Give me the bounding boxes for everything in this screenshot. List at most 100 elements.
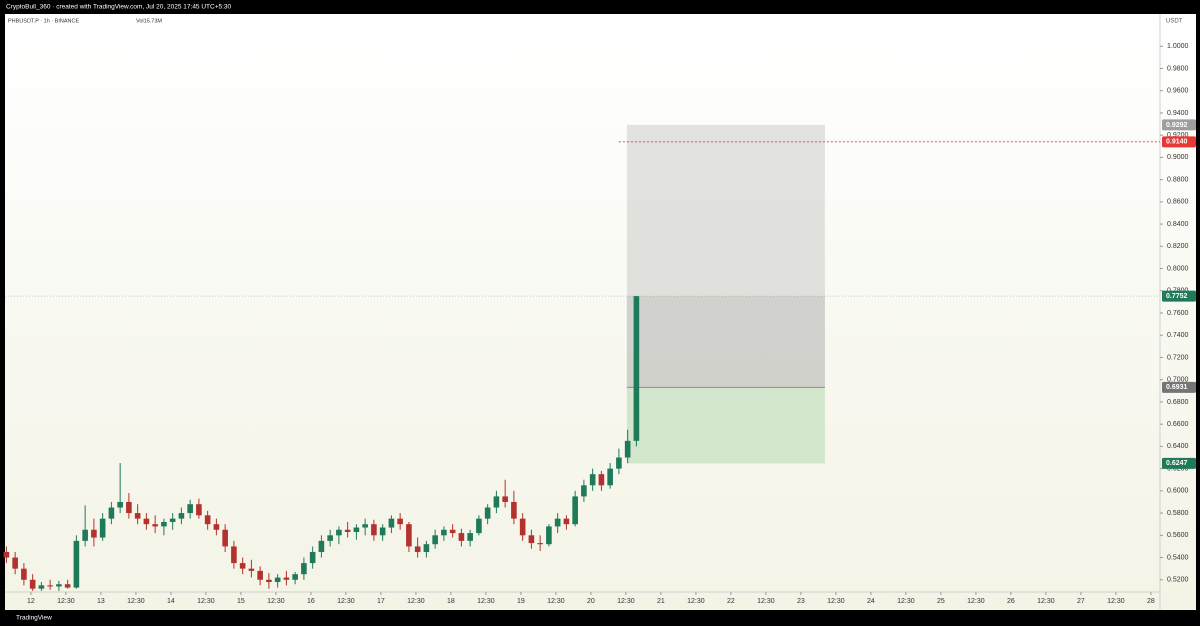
candle-body [449, 529, 456, 534]
candle-body [484, 507, 491, 519]
candle-body [126, 501, 132, 514]
position-target-zone [626, 124, 825, 388]
x-tick-label: 12:30 [477, 598, 495, 605]
candle-body [178, 513, 185, 519]
price-label-bg [1162, 119, 1196, 131]
y-tick-label: 0.6800 [1167, 399, 1189, 406]
candle-body [388, 518, 395, 528]
y-tick-label: 0.9600 [1167, 88, 1189, 95]
price-label-bg [1162, 381, 1196, 393]
candle-body [64, 584, 71, 588]
candle-body [134, 513, 141, 519]
candle-body [38, 585, 45, 589]
candle-body [379, 527, 386, 536]
price-label: 0.6931 [1166, 384, 1188, 391]
candle-body [47, 585, 53, 587]
x-tick-label: 12:30 [897, 598, 915, 605]
candle-body [327, 535, 333, 541]
y-tick-label: 0.5400 [1167, 554, 1189, 561]
candle-body [117, 501, 123, 508]
candle-body [231, 546, 237, 564]
x-tick-label: 12:30 [127, 598, 145, 605]
x-tick-label: 12:30 [1107, 598, 1125, 605]
price-label-bg [1162, 457, 1196, 469]
x-tick-label: 12:30 [827, 598, 845, 605]
candle-body [598, 474, 605, 486]
candle-body [423, 544, 430, 552]
candle-body [554, 518, 561, 527]
x-tick-label: 12:30 [967, 598, 985, 605]
y-tick-label: 0.7200 [1167, 354, 1189, 361]
candle-body [467, 533, 473, 541]
y-tick-label: 0.7000 [1167, 377, 1189, 384]
x-tick-label: 12:30 [197, 598, 215, 605]
y-tick-label: 0.9200 [1167, 132, 1189, 139]
candle-body [204, 515, 211, 525]
candle-body [511, 501, 517, 519]
candle-body [353, 527, 360, 532]
candle-body [12, 557, 18, 569]
x-tick-label: 27 [1077, 598, 1085, 605]
candle-body [143, 518, 150, 525]
y-tick-label: 0.8800 [1167, 176, 1189, 183]
candle-body [309, 551, 316, 564]
y-tick-label: 0.8200 [1167, 243, 1189, 250]
candle-body [519, 518, 526, 536]
x-tick-label: 24 [867, 598, 875, 605]
price-label-bg [1162, 136, 1196, 148]
candle-body [336, 529, 342, 536]
x-tick-label: 15 [237, 598, 245, 605]
x-tick-label: 20 [587, 598, 595, 605]
candle-body [607, 468, 613, 486]
x-tick-label: 25 [937, 598, 945, 605]
candle-body [196, 504, 202, 516]
candle-body [248, 568, 255, 571]
candle-body [476, 518, 482, 534]
candle-body [274, 577, 281, 582]
candle-body [371, 524, 377, 536]
x-tick-label: 23 [797, 598, 805, 605]
y-tick-label: 0.8600 [1167, 199, 1189, 206]
x-tick-label: 16 [307, 598, 315, 605]
candle-body [546, 526, 552, 545]
y-tick-label: 0.6600 [1167, 421, 1189, 428]
y-tick-label: 0.9800 [1167, 65, 1189, 72]
candle-body [239, 563, 246, 569]
x-tick-label: 12:30 [337, 598, 355, 605]
candle-body [572, 496, 578, 525]
y-tick-label: 0.5600 [1167, 532, 1189, 539]
x-tick-label: 12:30 [687, 598, 705, 605]
candle-body [458, 533, 465, 541]
x-tick-label: 28 [1147, 598, 1155, 605]
symbol: PHBUSDT.P · 1h · BINANCE [8, 18, 79, 24]
candle-body [108, 507, 115, 519]
candle-body [99, 518, 106, 538]
volume: Vol15.73M [136, 18, 162, 24]
x-tick-label: 12 [27, 598, 35, 605]
candle-body [537, 543, 543, 545]
candle-body [266, 579, 272, 582]
price-label: 0.6247 [1166, 460, 1188, 467]
candle-body [82, 529, 88, 541]
candle-body [91, 529, 97, 538]
caption: CryptoBull_360 · created with TradingVie… [6, 4, 232, 11]
y-tick-label: 0.6200 [1167, 465, 1189, 472]
y-tick-label: 0.6000 [1167, 488, 1189, 495]
x-tick-label: 21 [657, 598, 665, 605]
x-tick-label: 12:30 [57, 598, 75, 605]
y-tick-label: 0.7400 [1167, 332, 1189, 339]
x-tick-label: 19 [517, 598, 525, 605]
candle-body [493, 496, 500, 508]
candle-body [502, 496, 508, 502]
y-tick-label: 0.9000 [1167, 154, 1189, 161]
y-tick-label: 0.6400 [1167, 443, 1189, 450]
x-tick-label: 12:30 [547, 598, 565, 605]
chart-area [5, 14, 1196, 610]
candle-body [589, 474, 596, 486]
candle-body [441, 529, 447, 536]
x-tick-label: 12:30 [617, 598, 635, 605]
x-tick-label: 12:30 [407, 598, 425, 605]
candle-body [292, 574, 298, 580]
